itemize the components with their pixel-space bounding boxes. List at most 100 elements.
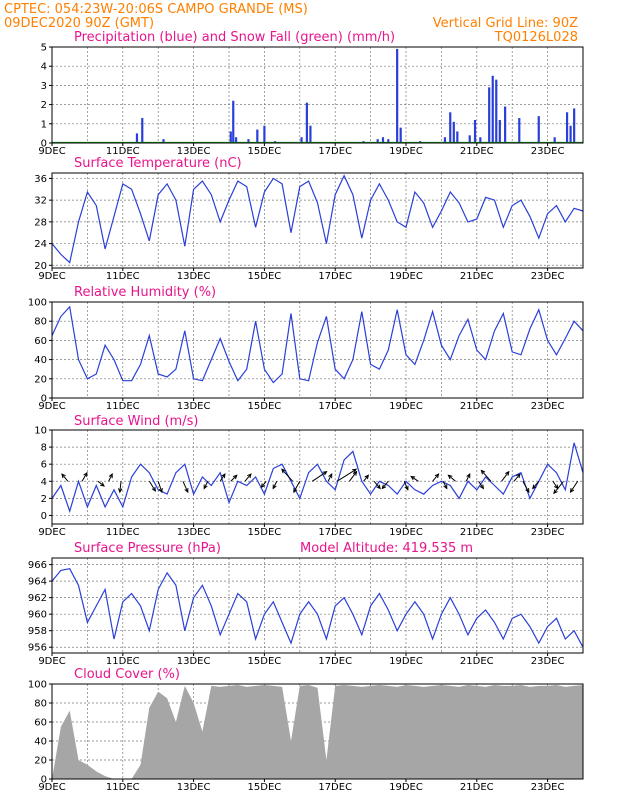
y-tick-label: 4 xyxy=(41,477,47,488)
x-tick-label: 21DEC xyxy=(460,527,494,538)
precip-bar xyxy=(399,127,402,143)
y-tick-label: 2 xyxy=(41,100,47,111)
precip-bar xyxy=(553,137,556,143)
x-tick-label: 17DEC xyxy=(318,656,352,667)
rh-series-line xyxy=(51,305,584,384)
wind-arrow xyxy=(522,481,530,493)
panel-frame xyxy=(51,301,584,399)
y-tick-label: 962 xyxy=(28,593,47,604)
wind-arrow-head xyxy=(281,468,286,474)
x-tick-label: 23DEC xyxy=(531,271,565,282)
wind-arrow xyxy=(348,471,357,482)
model-altitude: Model Altitude: 419.535 m xyxy=(300,541,473,556)
precip-bar xyxy=(488,87,491,143)
wind-arrow-head xyxy=(352,470,358,476)
wind-arrow xyxy=(403,481,409,490)
wind-arrow-head xyxy=(322,471,328,476)
y-tick-label: 60 xyxy=(34,718,47,729)
y-tick-label: 964 xyxy=(28,577,47,588)
y-tick-label: 2 xyxy=(41,494,47,505)
x-tick-label: 9DEC xyxy=(38,656,65,667)
y-tick-label: 40 xyxy=(34,737,47,748)
wind-arrow xyxy=(501,471,510,482)
precip-bar xyxy=(376,139,379,143)
precip-bar xyxy=(247,139,250,143)
x-tick-label: 19DEC xyxy=(389,271,423,282)
y-tick-label: 32 xyxy=(34,196,47,207)
precip-bar xyxy=(495,79,498,143)
temperature-panel: Surface Temperature (nC) 20 24 28 32 36 9DEC 1… xyxy=(34,156,584,282)
wind-arrow xyxy=(148,481,156,492)
panel-frame xyxy=(51,557,584,654)
wind-arrow-head xyxy=(479,484,485,490)
precip-bar xyxy=(232,100,235,143)
vertical-grid-note: Vertical Grid Line: 90Z xyxy=(433,16,578,31)
x-tick-label: 9DEC xyxy=(38,146,65,157)
wind-arrow-head xyxy=(434,473,440,479)
y-tick-label: 956 xyxy=(28,643,47,654)
panel-frame xyxy=(51,683,584,780)
wind-arrow-head xyxy=(364,474,370,480)
precip-bar xyxy=(387,139,390,143)
x-tick-label: 21DEC xyxy=(460,146,494,157)
x-tick-label: 21DEC xyxy=(460,401,494,412)
x-tick-label: 13DEC xyxy=(177,146,211,157)
precip-bar xyxy=(498,119,501,143)
wind-series-line xyxy=(51,442,584,514)
wind-arrow xyxy=(532,480,540,489)
wind-arrow xyxy=(108,473,113,482)
cloud-cover-area xyxy=(52,685,583,779)
precipitation-title: Precipitation (blue) and Snow Fall (gree… xyxy=(74,30,395,45)
y-tick-label: 36 xyxy=(34,174,47,185)
precip-bar xyxy=(449,112,452,143)
wind-arrow xyxy=(260,480,267,488)
panel-frame xyxy=(51,172,584,269)
precip-bar xyxy=(305,102,308,143)
wind-arrow xyxy=(97,480,105,487)
y-tick-label: 80 xyxy=(34,317,47,328)
wind-arrow-head xyxy=(504,470,510,476)
x-tick-label: 13DEC xyxy=(177,656,211,667)
y-tick-label: 8 xyxy=(41,443,47,454)
wind-arrow-head xyxy=(328,473,333,479)
precip-bar xyxy=(256,129,259,143)
station-header: CPTEC: 054:23W-20:06S CAMPO GRANDE (MS) xyxy=(4,2,308,17)
wind-arrow-head xyxy=(553,489,558,495)
x-tick-label: 17DEC xyxy=(318,401,352,412)
x-tick-label: 19DEC xyxy=(389,146,423,157)
x-tick-label: 13DEC xyxy=(177,782,211,793)
wind-arrow-head xyxy=(352,468,358,473)
cloud-cover-title: Cloud Cover (%) xyxy=(74,667,180,682)
wind-arrow-head xyxy=(108,473,113,479)
x-tick-label: 15DEC xyxy=(248,401,282,412)
y-tick-label: 24 xyxy=(34,239,47,250)
y-tick-label: 100 xyxy=(28,680,47,691)
x-tick-label: 23DEC xyxy=(531,527,565,538)
wind-arrow xyxy=(410,476,419,482)
precip-bar xyxy=(263,125,266,143)
precip-bar xyxy=(456,131,459,143)
wind-arrow xyxy=(81,472,88,482)
wind-arrow-head xyxy=(381,484,387,490)
y-tick-label: 10 xyxy=(34,426,47,437)
x-tick-label: 15DEC xyxy=(248,782,282,793)
wind-arrow-head xyxy=(221,473,226,479)
x-tick-label: 11DEC xyxy=(106,146,140,157)
wind-arrow-head xyxy=(376,484,381,490)
x-tick-label: 21DEC xyxy=(460,656,494,667)
x-tick-label: 19DEC xyxy=(389,527,423,538)
wind-arrow-head xyxy=(404,485,409,491)
wind-arrow xyxy=(119,481,122,493)
wind-arrow-head xyxy=(260,483,266,489)
wind-arrow-head xyxy=(232,474,238,480)
precip-bar xyxy=(300,137,303,143)
wind-arrow xyxy=(448,474,456,482)
wind-arrow xyxy=(478,480,484,489)
pressure-panel: Surface Pressure (hPa) Model Altitude: 4… xyxy=(28,541,584,667)
wind-arrow-head xyxy=(447,474,453,480)
wind-arrow-head xyxy=(100,482,105,487)
x-tick-label: 9DEC xyxy=(38,271,65,282)
y-tick-label: 3 xyxy=(41,81,47,92)
wind-arrow xyxy=(311,471,327,482)
precip-bar xyxy=(473,119,477,143)
